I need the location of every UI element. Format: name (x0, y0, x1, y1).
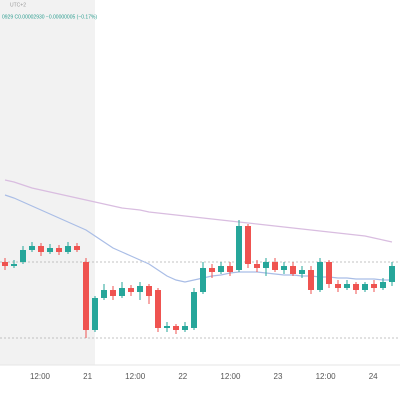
x-tick-label: 23 (274, 372, 283, 381)
candle-body (20, 250, 26, 262)
candle-body (173, 326, 179, 330)
header: 0929 C0.00002930 −0.00000005 (−0.17%) (2, 14, 97, 20)
candle-body (155, 290, 161, 328)
x-tick-label: 24 (369, 372, 378, 381)
x-tick-label: 12:00 (316, 372, 337, 381)
candle-body (353, 284, 359, 290)
x-tick-label: 12:00 (30, 372, 51, 381)
candle-body (137, 286, 143, 292)
candle-body (119, 288, 125, 296)
candle-body (263, 262, 269, 268)
candle-body (245, 226, 251, 264)
candle-body (389, 266, 395, 282)
candle-body (308, 270, 314, 290)
x-tick-label: 12:00 (125, 372, 146, 381)
x-tick-label: 22 (178, 372, 187, 381)
candle-body (317, 262, 323, 290)
candle-body (200, 268, 206, 292)
x-tick-label: 21 (83, 372, 92, 381)
candle-body (164, 326, 170, 328)
candle-body (272, 262, 278, 270)
candle-body (83, 262, 89, 330)
candle-body (335, 284, 341, 288)
candle-body (218, 266, 224, 272)
candle-body (209, 268, 215, 272)
candle-body (191, 292, 197, 328)
candle-body (182, 326, 188, 330)
candle-body (65, 246, 71, 252)
candle-body (74, 246, 80, 250)
candle-body (326, 262, 332, 284)
candle-body (299, 270, 305, 274)
candle-body (29, 246, 35, 250)
candle-body (290, 266, 296, 274)
candle-body (38, 246, 44, 252)
timezone: UTC+2 (10, 2, 26, 8)
candle-body (146, 286, 152, 296)
candle-body (344, 284, 350, 288)
candle-body (254, 264, 260, 268)
candle-body (110, 290, 116, 296)
candle-body (380, 282, 386, 288)
x-tick-label: 12:00 (220, 372, 241, 381)
candle-body (128, 288, 134, 292)
candle-body (11, 264, 17, 266)
candle-body (236, 226, 242, 270)
candle-body (281, 266, 287, 270)
candle-body (101, 290, 107, 298)
candle-body (47, 248, 53, 252)
candle-body (362, 284, 368, 290)
candle-body (227, 266, 233, 272)
candle-body (371, 284, 377, 288)
moving-average (4, 179, 393, 243)
candle-body (2, 262, 8, 266)
candle-body (56, 248, 62, 252)
candle-body (92, 298, 98, 330)
